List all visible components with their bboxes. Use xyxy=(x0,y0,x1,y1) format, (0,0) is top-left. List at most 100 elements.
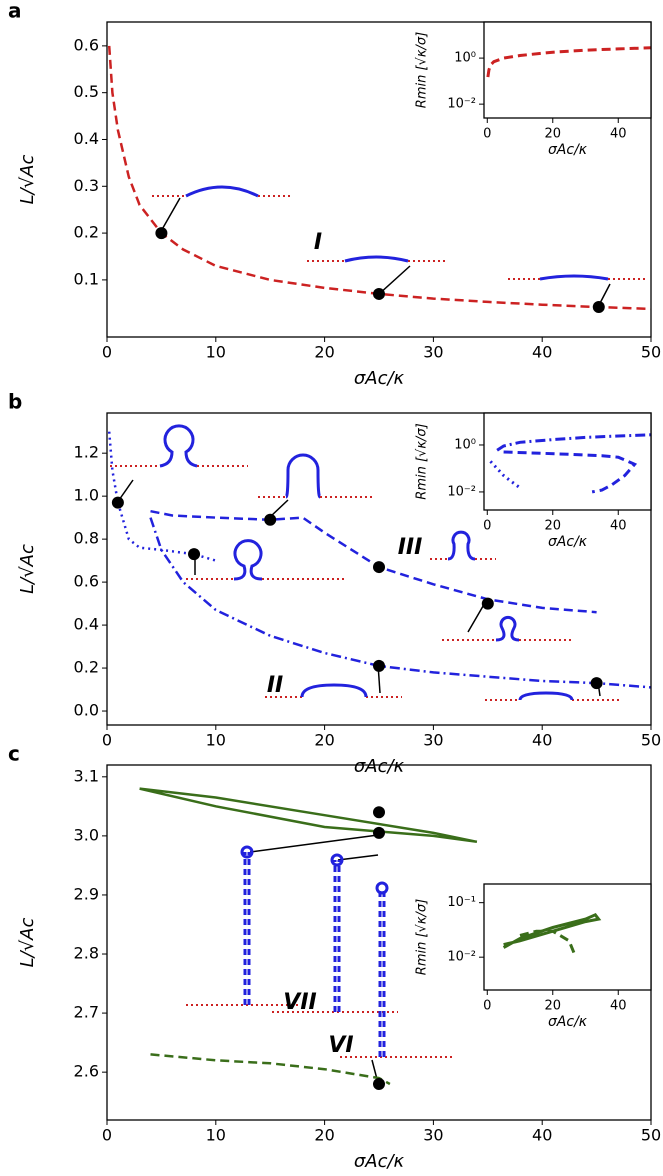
x-tick-label: 40 xyxy=(532,343,552,362)
y-axis-label: L/√Ac xyxy=(17,155,38,205)
marker-point xyxy=(373,1077,385,1090)
y-tick-label: 10⁻² xyxy=(447,950,476,965)
x-tick-label: 0 xyxy=(102,1126,112,1145)
y-axis-label: Rmin [√κ/σ] xyxy=(415,423,430,499)
y-axis-label: Rmin [√κ/σ] xyxy=(415,32,430,108)
y-tick-label: 10⁻² xyxy=(447,484,476,499)
x-tick-label: 40 xyxy=(610,519,627,534)
curve xyxy=(489,460,521,490)
y-tick-label: 0.6 xyxy=(74,35,99,54)
inset-background xyxy=(484,22,651,118)
marker-point xyxy=(373,287,385,300)
curve xyxy=(149,517,651,689)
y-tick-label: 10⁻¹ xyxy=(447,895,476,910)
x-axis-label: σAc/κ xyxy=(354,756,405,777)
plot-area xyxy=(107,45,651,311)
marker-point xyxy=(188,548,201,561)
x-tick-label: 10 xyxy=(206,731,226,750)
axes-frame xyxy=(483,883,652,991)
inset-background xyxy=(484,884,651,990)
x-tick-label: 20 xyxy=(314,731,334,750)
marker-point xyxy=(481,597,494,610)
x-tick-label: 20 xyxy=(544,999,561,1014)
x-tick-label: 40 xyxy=(610,999,627,1014)
y-axis-label: L/√Ac xyxy=(17,918,38,968)
y-axis-label: L/√Ac xyxy=(17,544,38,594)
x-tick-label: 20 xyxy=(314,343,334,362)
marker-point xyxy=(373,561,385,574)
membrane-sketches xyxy=(110,185,646,1084)
y-tick-label: 0.6 xyxy=(74,572,99,591)
x-tick-label: 40 xyxy=(532,1126,552,1145)
y-tick-label: 3.0 xyxy=(74,825,99,844)
y-tick-label: 2.6 xyxy=(74,1062,99,1081)
curve xyxy=(150,509,597,614)
curve xyxy=(486,46,651,78)
y-tick-label: 10⁻² xyxy=(447,97,476,112)
x-tick-label: 0 xyxy=(483,999,491,1014)
x-tick-label: 20 xyxy=(544,519,561,534)
x-tick-label: 0 xyxy=(483,127,491,142)
curve xyxy=(107,45,651,311)
y-axis-label: Rmin [√κ/σ] xyxy=(415,899,430,975)
x-tick-label: 50 xyxy=(641,1126,661,1145)
y-tick-label: 0.1 xyxy=(74,269,99,288)
curve xyxy=(107,431,217,562)
plot-area xyxy=(489,433,651,494)
marker-point xyxy=(264,513,277,526)
annotation: III xyxy=(398,535,423,560)
y-tick-label: 10⁰ xyxy=(454,437,476,452)
annotation: VI xyxy=(328,1033,353,1058)
marker-point xyxy=(373,806,385,819)
axes-frame xyxy=(106,21,652,338)
x-tick-label: 50 xyxy=(641,343,661,362)
plot-area xyxy=(486,46,651,78)
panel-label: c xyxy=(8,742,20,766)
plot-area xyxy=(502,912,602,958)
marker-point xyxy=(590,677,603,690)
y-tick-label: 0.5 xyxy=(74,82,99,101)
y-tick-label: 1.2 xyxy=(74,443,99,462)
x-tick-label: 20 xyxy=(314,1126,334,1145)
marker-point xyxy=(373,826,385,839)
x-tick-label: 40 xyxy=(610,127,627,142)
x-axis-label: σAc/κ xyxy=(548,534,588,550)
x-tick-label: 30 xyxy=(423,343,443,362)
marker-point xyxy=(155,227,168,240)
curve xyxy=(502,912,602,949)
x-tick-label: 50 xyxy=(641,731,661,750)
x-tick-label: 0 xyxy=(483,519,491,534)
curve xyxy=(519,929,578,958)
y-tick-label: 2.8 xyxy=(74,944,99,963)
x-axis-label: σAc/κ xyxy=(354,1151,405,1172)
x-axis-label: σAc/κ xyxy=(548,1014,588,1030)
y-tick-label: 2.7 xyxy=(74,1003,99,1022)
plot-area xyxy=(107,431,651,689)
x-axis-label: σAc/κ xyxy=(548,142,588,158)
panel-label: a xyxy=(8,0,22,23)
x-tick-label: 30 xyxy=(423,731,443,750)
y-tick-label: 3.1 xyxy=(74,766,99,785)
axes-frame xyxy=(483,412,652,511)
y-tick-label: 1.0 xyxy=(74,486,99,505)
curve xyxy=(139,787,478,844)
panel-label: b xyxy=(8,390,22,414)
y-tick-label: 0.2 xyxy=(74,223,99,242)
annotation: VII xyxy=(283,990,316,1015)
curve xyxy=(503,450,638,494)
marker-point xyxy=(111,496,124,509)
y-tick-label: 0.0 xyxy=(74,701,99,720)
annotation: I xyxy=(314,230,322,255)
y-tick-label: 2.9 xyxy=(74,884,99,903)
x-tick-label: 0 xyxy=(102,343,112,362)
x-tick-label: 10 xyxy=(206,343,226,362)
x-tick-label: 30 xyxy=(423,1126,443,1145)
annotation: II xyxy=(267,673,283,698)
x-tick-label: 40 xyxy=(532,731,552,750)
x-axis-label: σAc/κ xyxy=(354,368,405,389)
marker-point xyxy=(592,301,605,314)
axes-frame xyxy=(106,412,652,726)
y-tick-label: 0.4 xyxy=(74,129,99,148)
marker-point xyxy=(373,659,385,672)
